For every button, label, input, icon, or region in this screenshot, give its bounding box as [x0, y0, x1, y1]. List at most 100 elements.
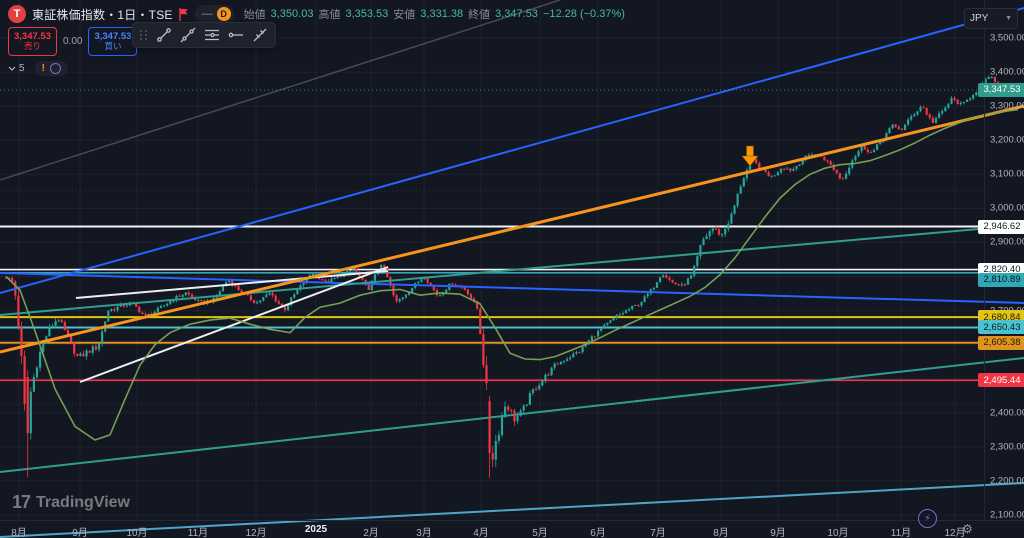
- low-label: 安値: [393, 9, 416, 21]
- orange-major-trend[interactable]: [0, 104, 1024, 354]
- horizontal-ray-tool-button[interactable]: [225, 25, 247, 45]
- candle-body: [593, 336, 597, 338]
- tradingview-watermark[interactable]: 17 TradingView: [12, 492, 130, 513]
- candle-body: [73, 341, 76, 354]
- sell-price: 3,347.53: [14, 30, 51, 42]
- cross-line-tool-button[interactable]: [249, 25, 271, 45]
- candle-body: [655, 282, 659, 288]
- tradingview-logo-text: TradingView: [36, 493, 130, 511]
- candle-body: [869, 152, 872, 154]
- candle-body: [113, 309, 116, 311]
- buy-button[interactable]: 3,347.53 買い: [88, 27, 138, 56]
- flag-icon[interactable]: [178, 7, 189, 21]
- candle-body: [473, 298, 476, 302]
- candle-body: [950, 98, 953, 104]
- candle-body: [956, 99, 959, 105]
- candle-body: [972, 95, 975, 99]
- candle-body: [519, 410, 522, 416]
- price-tick-label: 2,400.00: [990, 407, 1024, 419]
- toolbar-drag-handle[interactable]: [137, 30, 151, 40]
- cyan-trend-bottom[interactable]: [0, 482, 1024, 538]
- candle-body: [606, 322, 609, 325]
- candle-body: [990, 76, 993, 78]
- candle-body: [314, 273, 318, 276]
- trend-line-icon: [157, 28, 171, 42]
- candle-body: [144, 313, 147, 316]
- candle-body: [469, 294, 473, 299]
- white-wedge-upper[interactable]: [75, 270, 389, 299]
- ohlc-readout: 始値 3,350.03 高値 3,353.53 安値 3,331.38 終値 3…: [244, 6, 625, 22]
- extended-line-tool-button[interactable]: [177, 25, 199, 45]
- candle-body: [407, 292, 411, 295]
- candle-body: [11, 277, 14, 282]
- candle-body: [767, 172, 770, 177]
- candle-body: [708, 231, 711, 237]
- candle-body: [758, 163, 761, 170]
- candle-body: [922, 107, 925, 109]
- time-axis[interactable]: 8月 9月 10月 11月 12月 2025 2月 3月 4月 5月 6月 7月 8月 9月 10月 11月 1…: [0, 520, 1024, 538]
- candle-body: [841, 178, 845, 180]
- candle-body: [70, 335, 73, 342]
- time-tick-label: 12月: [944, 528, 966, 538]
- candle-body: [773, 175, 776, 177]
- blue-trend-steep[interactable]: [0, 7, 1024, 294]
- time-tick-label: 2月: [363, 528, 379, 538]
- candle-body: [401, 297, 404, 300]
- axis-settings-gear-icon[interactable]: ⚙: [962, 522, 973, 536]
- candle-body: [792, 168, 795, 171]
- candle-body: [516, 415, 519, 422]
- candle-body: [845, 173, 848, 179]
- price-axis[interactable]: 3,500.00 3,400.00 3,300.00 3,200.00 3,100.00…: [978, 0, 1024, 521]
- symbol-title[interactable]: 東証株価指数・1日・TSE: [32, 7, 173, 22]
- moving-average-line[interactable]: [5, 108, 1019, 441]
- candle-body: [531, 389, 535, 394]
- candle-body: [643, 296, 646, 303]
- candle-body: [510, 409, 513, 411]
- candle-body: [612, 317, 615, 321]
- time-tick-label: 6月: [590, 528, 606, 538]
- trend-line-tool-button[interactable]: [153, 25, 175, 45]
- drawings-collapse-toggle[interactable]: 5: [8, 63, 25, 74]
- candle-body: [736, 193, 739, 206]
- currency-button[interactable]: JPY ▼: [964, 8, 1018, 29]
- teal-channel-upper[interactable]: [0, 224, 1024, 316]
- quick-action-lightning-button[interactable]: ⚡: [918, 509, 937, 528]
- parallel-lines-tool-button[interactable]: [201, 25, 223, 45]
- teal-channel-lower[interactable]: [0, 357, 1024, 473]
- candle-body: [290, 297, 293, 305]
- candle-body: [910, 116, 913, 120]
- candle-body: [451, 283, 454, 285]
- sell-button[interactable]: 3,347.53 売り: [8, 27, 57, 56]
- price-tick-label: 3,100.00: [990, 168, 1024, 180]
- candle-body: [959, 102, 962, 105]
- time-tick-label: 11月: [890, 528, 912, 538]
- candle-body: [42, 343, 45, 352]
- candle-body: [442, 292, 445, 295]
- candle-body: [175, 295, 178, 301]
- candle-body: [476, 301, 479, 309]
- candle-body: [807, 154, 810, 156]
- candle-body: [538, 385, 541, 390]
- candle-body: [159, 305, 163, 308]
- candle-body: [454, 284, 457, 286]
- arrow-down-marker[interactable]: [741, 145, 759, 167]
- high-value: 3,353.53: [345, 8, 389, 20]
- price-level-badge: 2,495.44: [978, 373, 1024, 388]
- alert-status-pill[interactable]: !: [34, 61, 68, 76]
- candle-body: [584, 344, 587, 347]
- drawing-toolbar: [132, 22, 276, 48]
- candle-body: [603, 324, 606, 329]
- candle-body: [547, 374, 550, 376]
- candle-body: [987, 76, 990, 79]
- chevron-down-icon: ▼: [1005, 15, 1012, 22]
- price-tick-label: 3,400.00: [990, 66, 1024, 78]
- time-tick-label: 3月: [416, 528, 432, 538]
- candle-body: [324, 280, 327, 282]
- price-tick-label: 2,900.00: [990, 236, 1024, 248]
- candle-body: [88, 350, 91, 353]
- candle-body: [810, 154, 814, 156]
- blue-trend-flat[interactable]: [0, 272, 1024, 304]
- white-wedge-lower[interactable]: [79, 266, 389, 383]
- interval-status-pill[interactable]: — D: [194, 5, 234, 23]
